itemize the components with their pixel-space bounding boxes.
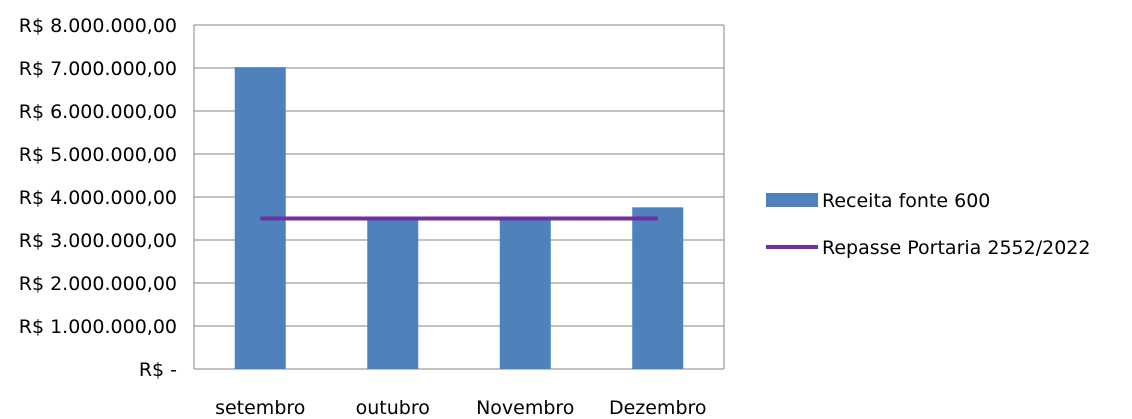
y-tick-label: R$ 5.000.000,00 (19, 144, 177, 166)
y-tick-label: R$ 7.000.000,00 (19, 58, 177, 80)
y-tick-label: R$ 6.000.000,00 (19, 101, 177, 123)
x-category-label: outubro (356, 397, 430, 419)
y-tick-label: R$ 2.000.000,00 (19, 273, 177, 295)
bar (367, 218, 419, 369)
legend-label: Receita fonte 600 (822, 190, 990, 212)
bar (632, 207, 684, 369)
y-axis-tick-labels: R$ - R$ 1.000.000,00 R$ 2.000.000,00 R$ 3.0… (19, 15, 177, 381)
y-tick-label: R$ 1.000.000,00 (19, 316, 177, 338)
x-category-label: Dezembro (609, 397, 707, 419)
x-category-label: Novembro (476, 397, 574, 419)
y-tick-label: R$ 3.000.000,00 (19, 230, 177, 252)
x-category-label: setembro (215, 397, 305, 419)
bar (499, 218, 551, 369)
legend-swatch-bar (766, 193, 818, 207)
y-tick-label: R$ - (139, 359, 177, 381)
legend: Receita fonte 600 Repasse Portaria 2552/2… (766, 190, 1090, 259)
y-tick-label: R$ 4.000.000,00 (19, 187, 177, 209)
legend-label: Repasse Portaria 2552/2022 (822, 237, 1090, 259)
y-tick-label: R$ 8.000.000,00 (19, 15, 177, 37)
x-axis-category-labels: setembro outubro Novembro Dezembro (215, 397, 706, 419)
